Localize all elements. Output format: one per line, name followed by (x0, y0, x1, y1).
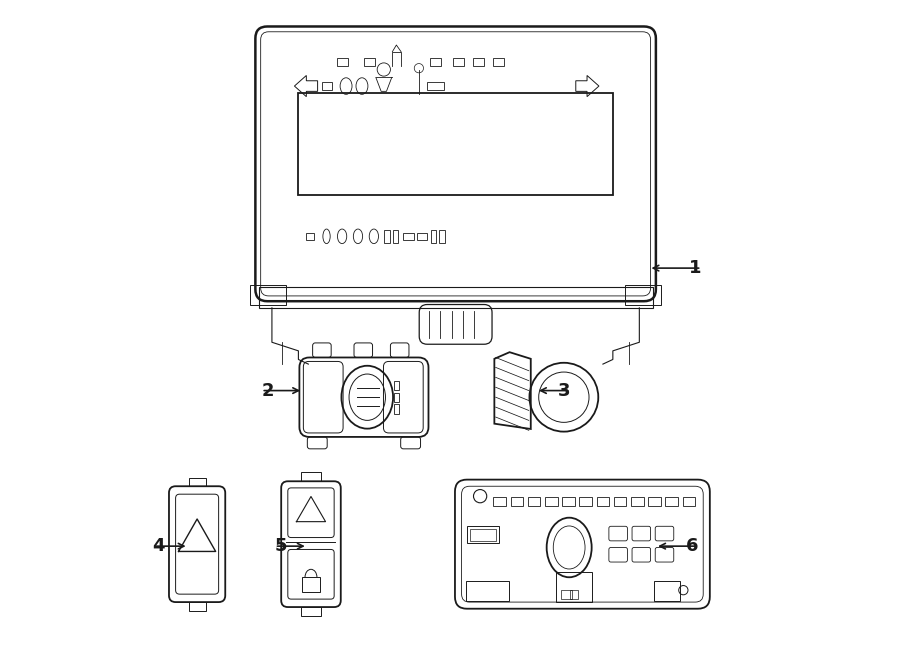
Bar (188, 478, 206, 487)
Bar (384, 230, 390, 243)
Bar (338, 58, 348, 66)
Bar (439, 230, 445, 243)
Bar (571, 591, 579, 599)
Bar (648, 496, 661, 506)
Bar (470, 529, 496, 541)
Bar (653, 581, 680, 601)
Bar (545, 496, 558, 506)
Bar (394, 404, 400, 414)
Bar (394, 393, 400, 402)
Bar (562, 496, 575, 506)
Bar (301, 472, 321, 481)
Bar (493, 58, 504, 66)
Bar (510, 496, 523, 506)
Bar (473, 58, 484, 66)
Bar (614, 496, 626, 506)
Bar (465, 581, 508, 601)
Bar (301, 607, 321, 616)
Bar (665, 496, 678, 506)
Bar (250, 285, 286, 305)
Bar (683, 496, 696, 506)
Bar (493, 496, 506, 506)
Bar (302, 577, 320, 592)
Bar (364, 58, 374, 66)
Bar (428, 82, 444, 90)
Bar (258, 287, 652, 308)
Bar (580, 496, 592, 506)
Text: 4: 4 (152, 537, 165, 555)
Bar (527, 496, 540, 506)
Bar (403, 233, 414, 240)
Bar (597, 496, 609, 506)
Bar (394, 381, 400, 390)
Bar (430, 58, 441, 66)
Bar (306, 233, 314, 240)
Text: 2: 2 (261, 381, 274, 400)
Bar (431, 230, 436, 243)
Bar (625, 285, 662, 305)
Bar (417, 233, 428, 240)
Text: 6: 6 (686, 537, 698, 555)
Bar (322, 82, 331, 90)
Bar (556, 572, 592, 602)
Bar (467, 526, 499, 543)
Text: 1: 1 (689, 259, 702, 277)
Text: 3: 3 (558, 381, 571, 400)
Bar (561, 591, 572, 599)
Bar (299, 93, 613, 195)
Bar (631, 496, 644, 506)
Bar (454, 58, 464, 66)
Text: 5: 5 (274, 537, 287, 555)
Bar (393, 230, 399, 243)
Bar (188, 602, 206, 610)
